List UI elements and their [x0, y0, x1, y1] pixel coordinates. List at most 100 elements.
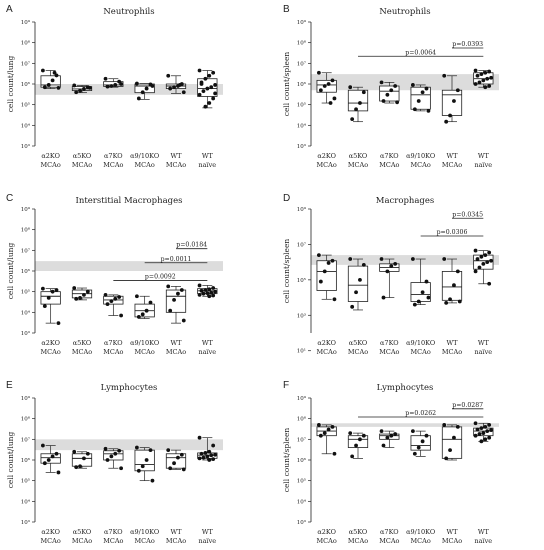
data-point	[332, 297, 337, 302]
panel-b: B Neutrophils cell count/spleen 10³ 10⁴ 10⁵ 10…	[282, 4, 499, 169]
data-point	[207, 101, 212, 105]
panel-letter: F	[283, 380, 289, 391]
data-point	[103, 446, 108, 451]
data-point	[389, 264, 394, 268]
box	[347, 265, 369, 302]
data-point	[109, 84, 114, 88]
data-point	[332, 96, 337, 101]
y-tick-label: 10⁶	[297, 81, 307, 88]
data-point	[379, 429, 384, 434]
data-point	[103, 292, 108, 297]
data-point	[416, 99, 421, 103]
y-tick-label: 10⁵	[21, 102, 30, 109]
data-point	[487, 84, 492, 88]
data-point	[46, 295, 51, 300]
y-axis-label: cell count/lung	[6, 56, 15, 113]
category-label: MCAo	[379, 537, 399, 545]
data-point	[354, 107, 358, 112]
y-tick-label: 10⁷	[297, 436, 307, 443]
data-point	[442, 73, 447, 78]
data-point	[477, 265, 482, 270]
category-label: α2KO	[317, 339, 336, 347]
box	[410, 86, 431, 110]
y-tick-label: 10⁴	[297, 498, 307, 505]
category-label: naïve	[474, 348, 492, 356]
data-point	[117, 448, 122, 453]
panel-e: E Lymphocytes cell count/lung 10³ 10⁴ 10⁵ 10⁶ 1…	[6, 380, 223, 545]
y-axis-label: cell count/spleen	[282, 239, 291, 304]
data-point	[197, 435, 202, 440]
data-point	[318, 433, 323, 438]
data-point	[487, 281, 492, 286]
data-point	[78, 295, 82, 300]
data-point	[144, 86, 149, 91]
data-point	[455, 88, 460, 93]
data-point	[56, 321, 61, 326]
data-point	[150, 478, 155, 483]
category-label: WT	[170, 152, 182, 160]
data-point	[134, 294, 139, 299]
data-point	[452, 99, 456, 103]
category-label: MCAo	[411, 348, 431, 356]
data-point	[389, 88, 394, 93]
y-tick-label: 10³	[21, 143, 30, 150]
data-point	[475, 427, 480, 432]
data-point	[410, 83, 415, 87]
panel-a: A Neutrophils cell count/lung 10³ 10⁴ 10⁵ 10⁶ 1…	[6, 4, 223, 169]
data-point	[326, 261, 331, 265]
data-point	[381, 99, 386, 103]
category-label: α5KO	[73, 528, 92, 536]
category-label: MCAo	[442, 348, 462, 356]
category-label: MCAo	[348, 537, 368, 545]
data-point	[42, 85, 47, 90]
data-point	[350, 454, 355, 459]
data-point	[213, 91, 218, 96]
data-point	[444, 119, 449, 124]
box	[316, 260, 337, 291]
data-point	[172, 297, 176, 302]
y-tick-label: 10³	[297, 312, 306, 319]
data-point	[166, 448, 171, 453]
data-point	[50, 289, 55, 294]
data-point	[328, 101, 333, 105]
panel-c: C Interstitial Macrophages cell count/lung…	[6, 193, 223, 356]
y-tick-label: 10⁹	[297, 19, 307, 26]
category-label: WT	[170, 339, 182, 347]
data-point	[487, 422, 492, 427]
data-point	[211, 96, 216, 101]
category-label: MCAo	[379, 348, 399, 356]
data-point	[358, 437, 362, 442]
data-point	[211, 457, 216, 462]
category-label: MCAo	[72, 537, 92, 545]
y-tick-label: 10⁹	[21, 206, 31, 213]
y-tick-label: 10⁷	[21, 60, 31, 67]
data-point	[40, 286, 45, 291]
data-point	[181, 90, 186, 95]
data-point	[209, 453, 214, 458]
category-label: WT	[202, 339, 214, 347]
category-label: MCAo	[317, 161, 337, 169]
data-point	[50, 454, 55, 459]
data-point	[82, 456, 86, 461]
data-point	[209, 290, 214, 295]
data-point	[475, 257, 480, 261]
data-point	[348, 85, 353, 90]
data-point	[389, 433, 394, 438]
data-point	[113, 451, 118, 456]
data-point	[74, 296, 79, 301]
data-point	[455, 424, 460, 429]
p-value-label: p=0.0287	[452, 402, 483, 409]
data-point	[477, 432, 482, 436]
data-point	[78, 88, 82, 93]
category-label: α9/10KO	[130, 152, 159, 160]
data-point	[316, 422, 321, 427]
data-point	[332, 451, 337, 456]
category-label: α7KO	[380, 528, 399, 536]
category-label: WT	[170, 528, 182, 536]
category-label: WT	[478, 528, 490, 536]
data-point	[134, 81, 139, 86]
box	[441, 271, 463, 301]
data-point	[42, 461, 47, 466]
y-tick-label: 10⁸	[21, 40, 31, 47]
